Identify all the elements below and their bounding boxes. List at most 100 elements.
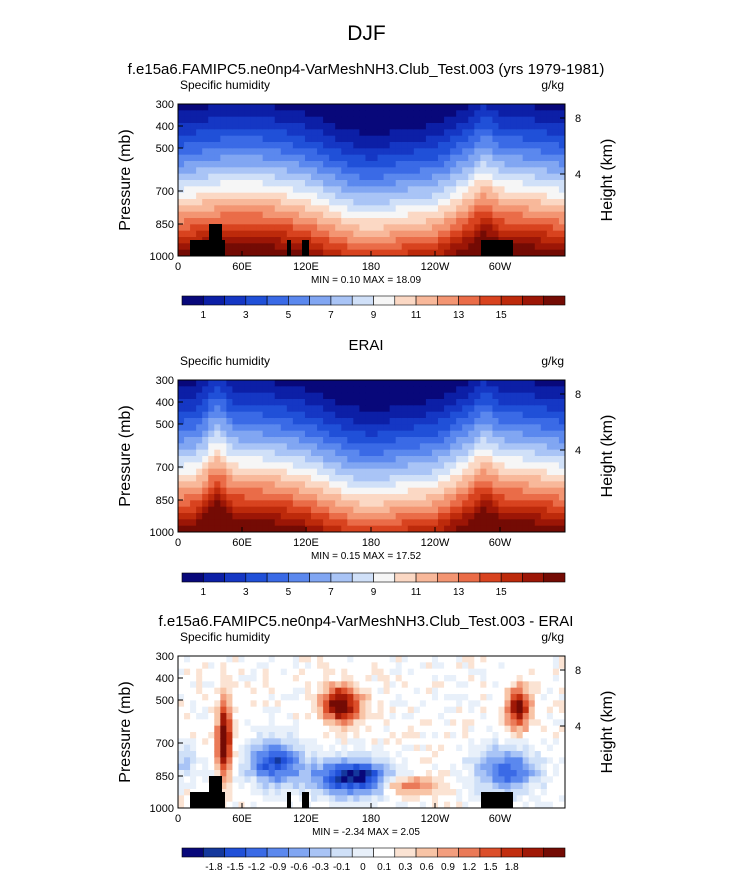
heatmap-cell [274,148,282,156]
heatmap-cell [486,424,493,432]
heatmap-cell [365,719,372,727]
heatmap-cell [280,732,288,739]
heatmap-cell [274,738,282,746]
heatmap-cell [522,173,530,181]
heatmap-cell [317,399,324,406]
heatmap-cell [268,129,276,137]
heatmap-cell [250,719,258,727]
heatmap-cell [498,700,506,708]
colorbar-swatch [543,295,566,306]
heatmap-cell [431,675,439,682]
heatmap-cell [546,380,554,387]
heatmap-cell [190,732,197,739]
heatmap-cell [323,211,330,219]
heatmap-cell [413,199,421,206]
heatmap-cell [232,668,239,676]
heatmap-cell [510,129,518,137]
heatmap-cell [401,380,409,387]
heatmap-cell [208,525,215,533]
heatmap-cell [395,487,403,495]
heatmap-cell [226,186,233,194]
heatmap-cell [425,519,433,527]
heatmap-cell [353,161,360,168]
heatmap-cell [456,513,463,520]
heatmap-cell [220,694,227,701]
heatmap-cell [456,668,463,676]
heatmap-cell [311,487,318,495]
heatmap-cell [401,249,409,257]
heatmap-cell [444,782,451,790]
heatmap-cell [516,770,524,777]
heatmap-cell [371,449,379,457]
heatmap-cell [456,154,463,162]
heatmap-cell [546,192,554,200]
heatmap-cell [244,481,252,489]
heatmap-cell [286,506,294,514]
heatmap-cell [286,513,294,520]
heatmap-cell [371,656,379,663]
heatmap-cell [262,173,270,181]
heatmap-cell [250,662,258,670]
heatmap-cell [438,662,445,670]
heatmap-cell [522,757,530,765]
heatmap-cell [510,751,518,758]
heatmap-cell [311,481,318,489]
heatmap-cell [232,675,239,682]
heatmap-cell [425,142,433,149]
heatmap-cell [540,449,548,457]
heatmap-cell [184,757,191,765]
heatmap-cell [377,494,385,501]
heatmap-cell [329,519,336,527]
heatmap-cell [486,173,493,181]
heatmap-cell [280,468,288,476]
heatmap-cell [444,123,451,130]
heatmap-cell [238,770,246,777]
heatmap-cell [528,763,536,771]
heatmap-cell [226,795,233,803]
heatmap-cell [522,449,530,457]
heatmap-cell [468,443,475,451]
heatmap-cells [178,656,566,809]
heatmap-cell [486,525,493,533]
heatmap-cell [407,456,415,463]
heatmap-cell [468,782,475,790]
heatmap-cell [540,192,548,200]
heatmap-cell [413,732,421,739]
heatmap-cell [250,694,258,701]
heatmap-cell [413,795,421,803]
heatmap-cell [298,123,306,130]
heatmap-cell [371,430,379,438]
heatmap-cell [226,424,233,432]
heatmap-cell [256,789,264,796]
heatmap-cell [268,776,276,784]
heatmap-cell [486,418,493,425]
heatmap-cell [323,123,330,130]
colorbar-swatch [245,572,268,583]
heatmap-cell [238,148,246,156]
heatmap-cell [492,481,499,489]
heatmap-cell [280,161,288,168]
heatmap-cell [558,110,566,118]
heatmap-cell [256,443,264,451]
heatmap-cell [208,751,215,758]
heatmap-cell [456,725,463,733]
heatmap-cell [256,656,264,663]
heatmap-cell [268,713,276,720]
heatmap-cell [202,506,209,514]
colorbar-swatch [394,295,417,306]
heatmap-cell [226,104,233,111]
heatmap-cell [341,487,348,495]
heatmap-cell [244,211,252,219]
heatmap-cell [558,687,566,695]
heatmap-cell [462,519,469,527]
heatmap-cell [558,500,566,508]
heatmap-cell [540,135,548,143]
heatmap-cell [304,687,312,695]
heatmap-cell [298,519,306,527]
heatmap-cell [413,424,421,432]
heatmap-cell [232,481,239,489]
heatmap-cell [304,662,312,670]
heatmap-cell [407,230,415,238]
colorbar-label: 1.5 [484,862,498,872]
heatmap-cell [190,706,197,714]
